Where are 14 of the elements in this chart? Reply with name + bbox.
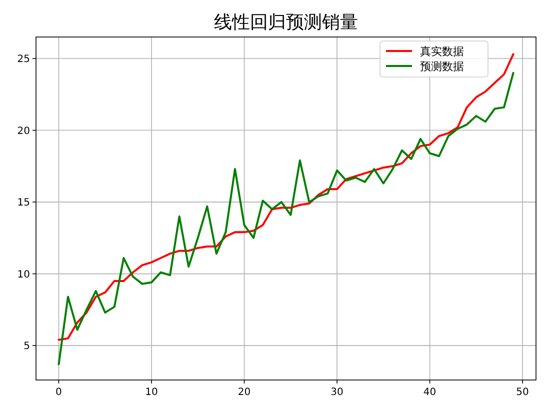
y-tick-label: 25 (17, 54, 30, 66)
y-tick-label: 20 (17, 126, 30, 137)
x-tick-label: 0 (56, 387, 62, 398)
x-tick-label: 10 (145, 387, 158, 398)
chart-title: 线性回归预测销量 (214, 12, 358, 33)
x-tick-label: 50 (516, 387, 529, 398)
x-tick-label: 30 (330, 387, 344, 398)
x-tick-label: 20 (238, 387, 251, 398)
x-tick-label: 40 (423, 387, 436, 398)
legend-label: 真实数据 (420, 45, 464, 58)
legend-label: 预测数据 (420, 60, 464, 73)
y-tick-label: 5 (24, 341, 30, 352)
y-tick-label: 10 (17, 269, 30, 280)
y-tick-label: 15 (17, 198, 30, 209)
